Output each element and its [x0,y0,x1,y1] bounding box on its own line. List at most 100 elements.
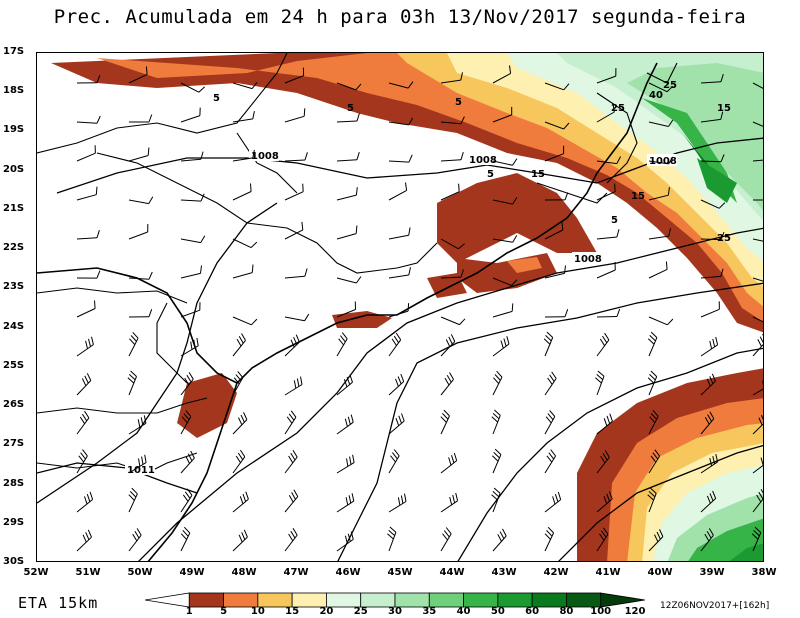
wind-barb [648,409,659,435]
wind-barbs [76,65,763,552]
wind-barb [700,111,724,123]
wind-barb [440,269,464,279]
wind-barb [492,197,518,205]
wind-barb [232,183,252,201]
wind-barb [388,267,411,279]
wind-barb [596,450,610,474]
wind-barb [128,223,149,240]
wind-barb [388,154,413,163]
wind-barb [544,145,565,162]
wind-barb [700,154,725,163]
wind-barb [76,300,96,318]
longitude-label: 41W [595,567,621,578]
wind-barb [336,374,353,396]
map-panel: 1008 1008 1008 1008 1011 5 5 5 5 5 15 15… [36,52,764,562]
precip-label-15-a: 15 [531,169,545,180]
longitude-label: 50W [127,567,153,578]
wind-barb [388,303,410,318]
wind-barb [544,371,557,396]
longitude-label: 49W [179,567,205,578]
wind-barb [752,82,763,89]
wind-barb [647,331,658,357]
wind-barb [284,183,304,201]
precip-label-15-b: 15 [631,191,645,202]
latitude-label: 23S [3,281,25,293]
wind-barb [752,414,763,435]
wind-barb [440,527,452,552]
wind-barb [180,372,194,396]
wind-barb [284,221,304,240]
wind-barb [648,119,674,127]
wind-barb [388,413,405,435]
wind-barb [543,331,554,357]
wind-barb [336,301,356,318]
wind-barb [232,238,258,249]
longitude-label: 48W [231,567,257,578]
wind-barb [596,104,615,123]
wind-barb [544,82,570,91]
wind-barb [232,333,246,357]
wind-barb [180,526,191,552]
wind-barb [596,308,621,318]
colorbar-tick-label: 40 [456,606,471,617]
wind-barb [596,261,616,279]
precip-label-5-d: 5 [487,169,494,180]
wind-barb [596,491,613,513]
wind-barb [76,373,92,396]
wind-barb [491,448,502,474]
wind-barb [128,528,142,552]
wind-barb [388,81,414,89]
colorbar-swatch [326,592,362,608]
wind-barb [492,303,514,318]
precip-area-northeast [51,53,763,333]
wind-barb [284,376,303,396]
wind-barb [440,334,456,357]
longitude-label: 38W [751,567,777,578]
latitude-label: 29S [3,516,25,528]
wind-barb [180,151,204,162]
colorbar-swatch [463,592,499,608]
wind-barb [648,529,664,552]
wind-barb [648,82,674,93]
wind-barb [596,68,617,84]
wind-barb [491,487,501,513]
wind-barb [544,265,566,279]
wind-barb [180,265,202,279]
wind-barb [128,147,150,162]
precip-label-15-c: 15 [717,103,731,114]
wind-barb [284,410,297,435]
wind-barb [232,449,246,474]
colorbar-swatch [531,592,567,608]
wind-barb [336,414,354,435]
wind-barb [284,67,305,84]
wind-barb [440,151,464,162]
wind-barb [76,491,94,513]
wind-barb [128,487,138,513]
latitude-label: 17S [3,46,25,57]
longitude-label: 43W [491,567,517,578]
wind-barb [700,73,724,84]
wind-barb [284,334,300,357]
wind-barb [76,270,101,279]
wind-barb [76,336,94,357]
wind-barb [596,229,620,240]
wind-barb [752,333,763,357]
colorbar-swatch [394,592,430,608]
wind-barb [544,309,569,318]
wind-barb [76,75,101,84]
isobar-label-1008-coast: 1008 [574,254,602,265]
precip-label-5-c: 5 [455,97,462,108]
wind-barb [544,121,570,130]
wind-barb [336,531,354,552]
colorbar-tick-label: 100 [590,606,612,617]
wind-barb [128,66,148,84]
wind-barb [648,228,671,240]
colorbar-swatch [223,592,259,608]
isobar-label-1008-center: 1008 [469,155,497,166]
wind-barb [648,449,661,474]
wind-barb [647,487,657,513]
wind-barb [752,489,763,513]
precip-label-40: 40 [649,90,663,101]
wind-barb [596,183,616,201]
longitude-label: 40W [647,567,673,578]
